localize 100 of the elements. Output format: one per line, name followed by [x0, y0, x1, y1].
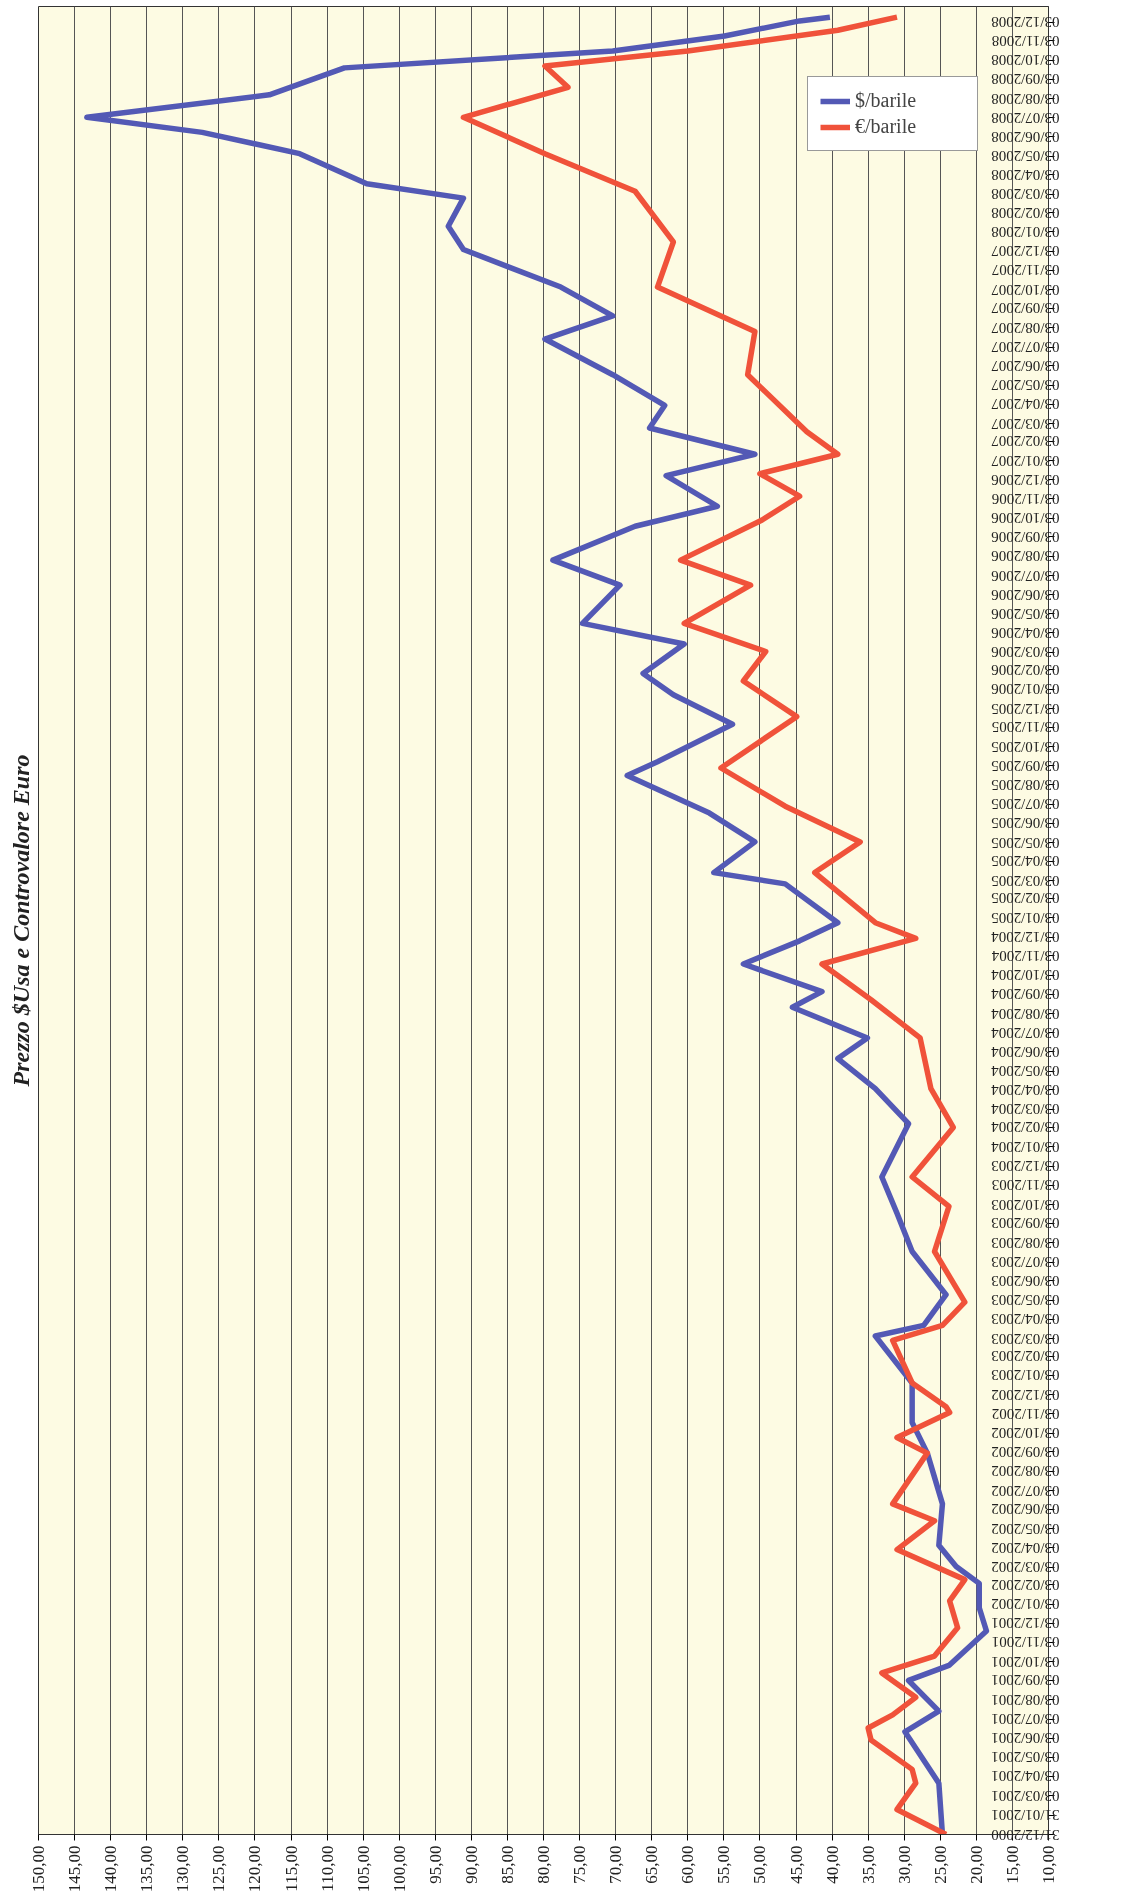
- y-tick-label: 03/02/2003: [991, 1348, 1060, 1365]
- y-tick-label: 03/05/2006: [990, 605, 1060, 622]
- y-tick-label: 03/06/2006: [990, 586, 1060, 603]
- y-tick-label: 03/06/2008: [991, 128, 1060, 145]
- x-tick-label: 35,00: [858, 1845, 878, 1884]
- y-tick-label: 03/08/2006: [990, 548, 1060, 565]
- y-tick-label: 03/07/2007: [990, 339, 1060, 356]
- y-tick-label: 03/10/2006: [990, 510, 1060, 527]
- y-tick-label: 03/02/2002: [991, 1576, 1060, 1593]
- y-tick-label: 03/08/2008: [991, 90, 1060, 107]
- y-tick-label: 03/12/2003: [991, 1158, 1060, 1175]
- y-tick-label: 03/12/2001: [991, 1615, 1060, 1632]
- y-tick-label: 03/05/2008: [991, 148, 1060, 165]
- y-tick-label: 03/01/2008: [991, 223, 1060, 240]
- y-tick-label: 03/09/2004: [990, 986, 1060, 1003]
- x-tick-label: 145,00: [65, 1845, 85, 1893]
- y-tick-label: 03/07/2006: [990, 567, 1060, 584]
- y-tick-label: 03/11/2004: [991, 947, 1060, 964]
- y-tick-label: 03/08/2007: [990, 319, 1060, 336]
- y-tick-label: 03/05/2001: [991, 1749, 1060, 1766]
- x-tick-label: 45,00: [786, 1845, 806, 1884]
- x-tick-label: 80,00: [534, 1845, 553, 1884]
- x-tick-label: 65,00: [642, 1845, 662, 1884]
- y-tick-label: 03/07/2005: [991, 796, 1060, 813]
- y-tick-label: 03/07/2002: [991, 1482, 1060, 1499]
- y-tick-label: 03/08/2005: [991, 776, 1060, 793]
- x-tick-label: 100,00: [389, 1845, 409, 1893]
- y-tick-label: 03/02/2004: [990, 1119, 1060, 1136]
- y-tick-label: 03/06/2004: [990, 1043, 1060, 1060]
- y-tick-label: 03/04/2002: [991, 1539, 1060, 1556]
- x-tick-label: 125,00: [209, 1845, 229, 1893]
- y-tick-label: 03/08/2004: [990, 1005, 1060, 1022]
- y-tick-label: 31/01/2001: [991, 1807, 1060, 1824]
- x-tick-label: 10,00: [1039, 1845, 1058, 1884]
- x-tick-label: 55,00: [714, 1845, 734, 1884]
- y-tick-label: 03/01/2006: [990, 681, 1060, 698]
- y-tick-label: 03/10/2003: [991, 1196, 1060, 1213]
- y-tick-label: 03/12/2005: [991, 700, 1060, 717]
- y-tick-label: 03/11/2007: [991, 262, 1060, 279]
- x-tick-label: 110,00: [317, 1845, 337, 1892]
- y-tick-label: 03/06/2002: [991, 1501, 1060, 1518]
- y-tick-label: 03/01/2004: [990, 1138, 1060, 1155]
- y-tick-label: 03/05/2005: [991, 834, 1060, 851]
- y-tick-label: 03/02/2005: [991, 890, 1060, 907]
- y-tick-label: 03/05/2002: [991, 1520, 1060, 1537]
- y-tick-label: 03/07/2003: [991, 1254, 1060, 1271]
- y-tick-label: 03/09/2003: [991, 1215, 1060, 1232]
- y-tick-label: 03/10/2008: [991, 52, 1060, 69]
- y-tick-label: 03/03/2007: [990, 415, 1060, 432]
- x-tick-label: 135,00: [137, 1845, 157, 1893]
- y-tick-label: 03/03/2002: [991, 1559, 1060, 1576]
- y-tick-label: 03/04/2004: [990, 1081, 1060, 1098]
- x-tick-label: 120,00: [245, 1845, 265, 1893]
- y-tick-label: 03/09/2001: [991, 1672, 1060, 1689]
- x-tick-label: 70,00: [606, 1845, 626, 1884]
- x-tick-label: 150,00: [29, 1845, 48, 1893]
- y-tick-label: 03/08/2003: [991, 1234, 1060, 1251]
- x-tick-label: 130,00: [173, 1845, 193, 1893]
- y-tick-label: 03/06/2001: [991, 1730, 1060, 1747]
- x-tick-label: 50,00: [750, 1845, 770, 1884]
- y-tick-label: 03/12/2002: [991, 1386, 1060, 1403]
- y-tick-label: 03/09/2005: [991, 757, 1060, 774]
- y-tick-label: 03/01/2005: [991, 909, 1060, 926]
- y-tick-label: 03/03/2004: [990, 1101, 1060, 1118]
- y-tick-label: 03/10/2002: [991, 1425, 1060, 1442]
- y-tick-label: 03/11/2002: [991, 1405, 1060, 1422]
- y-tick-label: 03/12/2007: [990, 243, 1060, 260]
- y-tick-label: 03/05/2004: [990, 1063, 1060, 1080]
- x-tick-label: 95,00: [425, 1845, 445, 1884]
- y-tick-label: 03/02/2007: [990, 433, 1060, 450]
- x-tick-label: 75,00: [570, 1845, 590, 1884]
- x-tick-label: 25,00: [930, 1845, 950, 1884]
- y-tick-label: 03/03/2008: [991, 186, 1060, 203]
- y-tick-label: 03/08/2001: [991, 1691, 1060, 1708]
- x-tick-label: 15,00: [1002, 1845, 1022, 1884]
- y-tick-label: 03/10/2005: [991, 738, 1060, 755]
- y-tick-label: 03/11/2001: [991, 1634, 1060, 1651]
- y-tick-label: 03/12/2008: [991, 14, 1060, 31]
- y-tick-label: 03/03/2006: [990, 644, 1060, 661]
- y-tick-label: 03/04/2008: [991, 166, 1060, 183]
- x-tick-label: 60,00: [678, 1845, 698, 1884]
- y-tick-label: 31/12/2000: [991, 1826, 1060, 1843]
- y-tick-label: 03/08/2002: [991, 1463, 1060, 1480]
- legend-label: $/barile: [855, 89, 918, 112]
- x-tick-label: 115,00: [281, 1845, 301, 1892]
- x-tick-label: 20,00: [966, 1845, 986, 1884]
- y-tick-label: 03/10/2001: [991, 1653, 1060, 1670]
- x-tick-label: 105,00: [353, 1845, 373, 1893]
- y-tick-label: 03/09/2007: [990, 300, 1060, 317]
- y-tick-label: 03/11/2003: [991, 1177, 1060, 1194]
- y-tick-label: 03/04/2005: [991, 853, 1060, 870]
- x-tick-label: 140,00: [101, 1845, 121, 1893]
- y-tick-label: 03/12/2006: [990, 471, 1060, 488]
- y-tick-label: 03/09/2008: [991, 71, 1060, 88]
- y-tick-label: 03/03/2003: [991, 1330, 1060, 1347]
- y-tick-label: 03/10/2007: [990, 281, 1060, 298]
- y-tick-label: 03/02/2008: [991, 204, 1060, 221]
- y-tick-label: 03/06/2003: [991, 1272, 1060, 1289]
- x-tick-label: 30,00: [894, 1845, 914, 1884]
- y-tick-label: 03/04/2006: [990, 624, 1060, 641]
